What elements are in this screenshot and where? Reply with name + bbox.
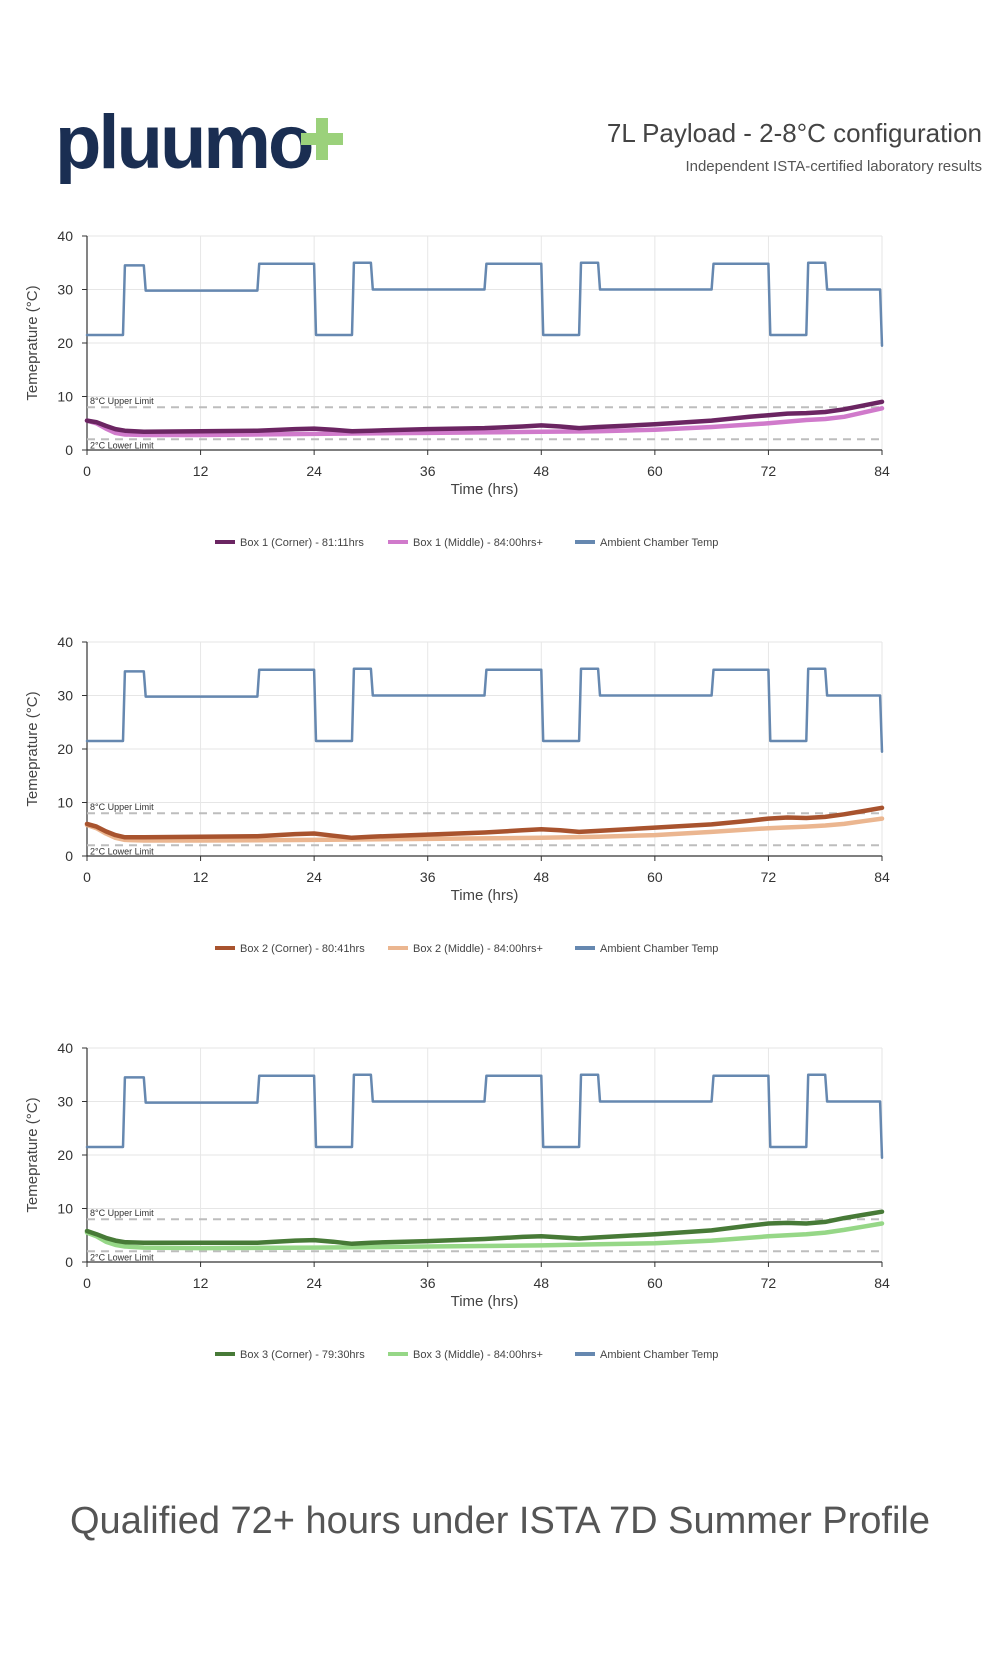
limit-label: 8°C Upper Limit: [90, 396, 154, 406]
page-title: 7L Payload - 2-8°C configuration: [606, 118, 982, 148]
series-line-box2_corner: [84, 805, 885, 841]
x-tick-label: 0: [83, 1275, 91, 1291]
x-tick-label: 24: [306, 463, 322, 479]
x-tick-label: 12: [193, 1275, 209, 1291]
y-tick-label: 30: [57, 282, 73, 298]
x-tick-label: 48: [533, 869, 549, 885]
legend-label: Box 2 (Middle) - 84:00hrs+: [413, 943, 543, 955]
y-tick-label: 10: [57, 389, 73, 405]
chart-box-1: 0 12 24 36 48 60 72 84 0 10 20 30 40 Time (hrs) Temepr…: [15, 228, 985, 586]
chart-box-2: 0 12 24 36 48 60 72 84 0 10 20 30 40 Time (hrs) Temepr…: [15, 634, 985, 992]
y-tick-label: 20: [57, 1147, 73, 1163]
x-tick-label: 60: [647, 1275, 663, 1291]
y-tick-label: 10: [57, 795, 73, 811]
brand-wordmark: pluumo: [55, 100, 312, 185]
y-tick-label: 20: [57, 335, 73, 351]
series-line-ambient: [85, 261, 884, 347]
x-tick-label: 24: [306, 869, 322, 885]
y-tick-label: 0: [65, 1254, 73, 1270]
brand-logo: pluumo: [55, 100, 375, 200]
pluumo-logo-icon: pluumo: [55, 100, 343, 185]
x-tick-label: 24: [306, 1275, 322, 1291]
series-line-box3_corner: [84, 1209, 885, 1247]
x-tick-label: 12: [193, 463, 209, 479]
limit-label: 8°C Upper Limit: [90, 1208, 154, 1218]
legend-label: Ambient Chamber Temp: [600, 537, 718, 549]
y-axis-label: Temeprature (°C): [24, 285, 41, 400]
y-tick-label: 40: [57, 634, 73, 650]
x-tick-label: 72: [761, 1275, 777, 1291]
x-tick-label: 12: [193, 869, 209, 885]
y-tick-label: 0: [65, 442, 73, 458]
y-axis-label: Temeprature (°C): [24, 691, 41, 806]
x-tick-label: 84: [874, 463, 890, 479]
limit-label: 2°C Lower Limit: [90, 1252, 154, 1262]
x-tick-label: 84: [874, 869, 890, 885]
y-tick-label: 10: [57, 1201, 73, 1217]
limit-label: 2°C Lower Limit: [90, 440, 154, 450]
x-axis-label: Time (hrs): [451, 887, 519, 904]
x-tick-label: 0: [83, 463, 91, 479]
y-axis-label: Temeprature (°C): [24, 1097, 41, 1212]
chart-box-2-svg: 0 12 24 36 48 60 72 84 0 10 20 30 40 Time (hrs) Temepr…: [24, 634, 890, 955]
limit-label: 2°C Lower Limit: [90, 846, 154, 856]
legend-label: Box 2 (Corner) - 80:41hrs: [240, 943, 365, 955]
x-tick-label: 36: [420, 869, 436, 885]
series-line-box1_corner: [84, 399, 885, 435]
x-tick-label: 48: [533, 1275, 549, 1291]
x-tick-label: 0: [83, 869, 91, 885]
x-tick-label: 60: [647, 869, 663, 885]
series-line-box3_middle: [84, 1221, 885, 1251]
y-tick-label: 30: [57, 1094, 73, 1110]
x-axis-label: Time (hrs): [451, 481, 519, 498]
legend-label: Ambient Chamber Temp: [600, 1349, 718, 1361]
series-line-ambient: [85, 1073, 884, 1159]
page-subtitle: Independent ISTA-certified laboratory re…: [685, 158, 982, 175]
y-tick-label: 20: [57, 741, 73, 757]
plus-vertical: [316, 118, 328, 160]
y-tick-label: 0: [65, 848, 73, 864]
legend-label: Box 1 (Middle) - 84:00hrs+: [413, 537, 543, 549]
legend-label: Box 1 (Corner) - 81:11hrs: [240, 537, 364, 549]
x-tick-label: 72: [761, 463, 777, 479]
x-tick-label: 60: [647, 463, 663, 479]
x-axis-label: Time (hrs): [451, 1293, 519, 1310]
legend-label: Ambient Chamber Temp: [600, 943, 718, 955]
x-tick-label: 36: [420, 1275, 436, 1291]
series-line-box2_middle: [84, 816, 885, 843]
chart-box-3: 0 12 24 36 48 60 72 84 0 10 20 30 40 Time (hrs) Temepr…: [15, 1040, 985, 1398]
footer-tagline: Qualified 72+ hours under ISTA 7D Summer…: [70, 1500, 930, 1542]
series-line-ambient: [85, 667, 884, 753]
chart-box-1-svg: 0 12 24 36 48 60 72 84 0 10 20 30 40 Time (hrs) Temepr…: [24, 228, 890, 549]
x-tick-label: 72: [761, 869, 777, 885]
x-tick-label: 36: [420, 463, 436, 479]
series-line-box1_middle: [84, 406, 885, 438]
x-tick-label: 84: [874, 1275, 890, 1291]
y-tick-label: 30: [57, 688, 73, 704]
y-tick-label: 40: [57, 228, 73, 244]
x-tick-label: 48: [533, 463, 549, 479]
y-tick-label: 40: [57, 1040, 73, 1056]
chart-box-3-svg: 0 12 24 36 48 60 72 84 0 10 20 30 40 Time (hrs) Temepr…: [24, 1040, 890, 1361]
legend-label: Box 3 (Corner) - 79:30hrs: [240, 1349, 365, 1361]
limit-label: 8°C Upper Limit: [90, 802, 154, 812]
legend-label: Box 3 (Middle) - 84:00hrs+: [413, 1349, 543, 1361]
